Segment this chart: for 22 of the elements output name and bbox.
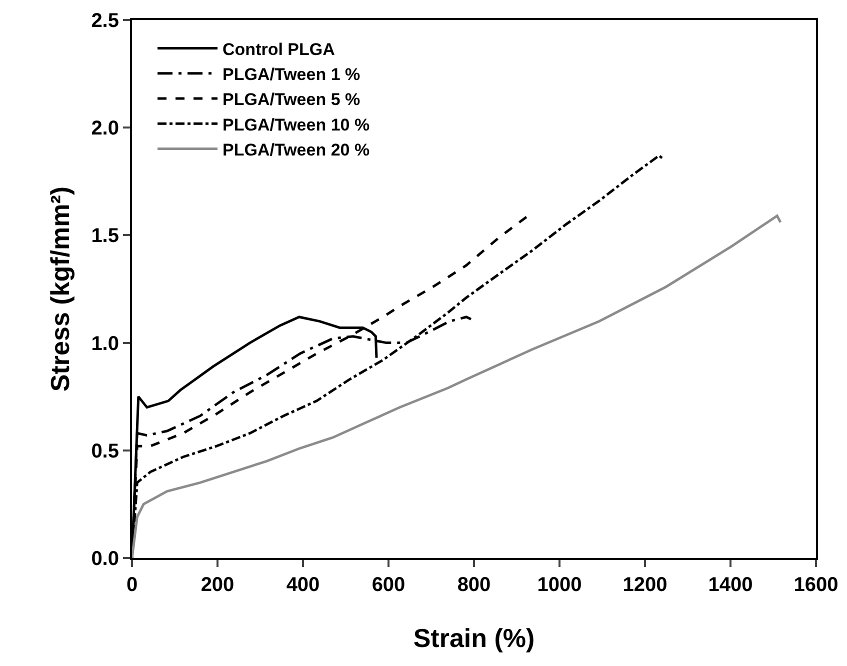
y-tick-label: 2.5 [91,10,119,32]
legend-label: PLGA/Tween 5 % [222,90,360,110]
x-tick-label: 1400 [708,574,753,596]
y-tick-label: 0.5 [91,440,119,462]
y-tick-label: 1.0 [91,332,119,355]
legend-label: Control PLGA [222,40,335,59]
x-tick-label: 200 [200,574,234,596]
y-tick-label: 0.0 [91,548,119,570]
x-tick-label: 400 [286,574,320,596]
y-tick-label: 2.0 [91,118,119,140]
y-tick-label: 1.5 [91,225,119,248]
legend-label: PLGA/Tween 20 % [222,140,370,160]
legend-label: PLGA/Tween 1 % [222,65,360,84]
x-tick-label: 1200 [622,574,668,596]
y-axis-title: Stress (kgf/mm²) [45,186,75,392]
x-axis-title: Strain (%) [413,623,535,653]
legend-label: PLGA/Tween 10 % [222,115,370,134]
x-tick-label: 1600 [794,574,838,596]
x-tick-label: 1000 [537,574,582,596]
x-tick-label: 800 [457,574,491,596]
x-tick-label: 0 [126,574,138,596]
x-tick-label: 600 [372,574,406,596]
